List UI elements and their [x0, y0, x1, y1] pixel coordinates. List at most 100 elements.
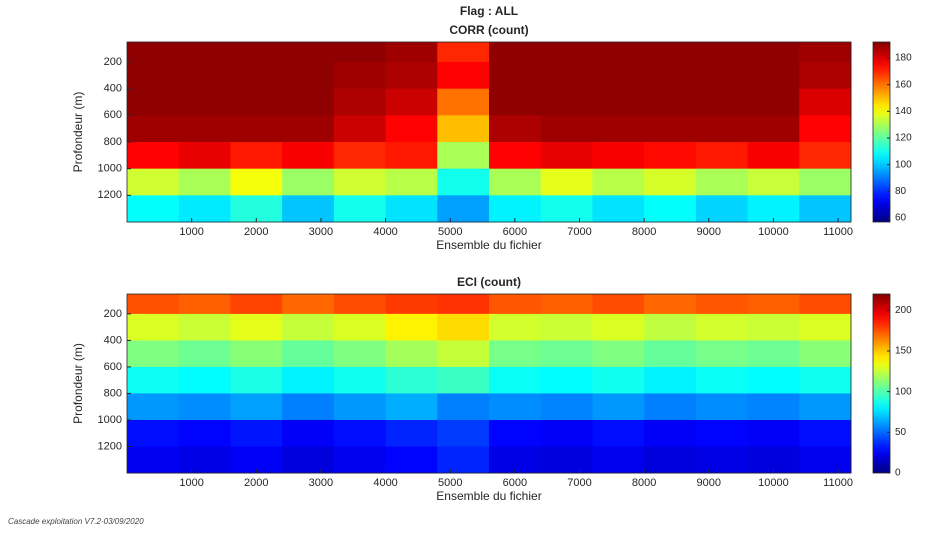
heat-cell [644, 313, 697, 341]
x-tick-label: 9000 [697, 477, 721, 489]
heat-cell [592, 168, 645, 196]
y-tick-label: 1200 [98, 189, 122, 201]
heat-cell [540, 195, 593, 223]
heat-cell [127, 294, 180, 315]
heat-cell [489, 42, 542, 63]
x-tick-label: 2000 [244, 226, 268, 238]
heat-cell [230, 88, 283, 116]
x-tick-label: 11000 [823, 226, 853, 238]
heat-cell [127, 313, 180, 341]
heat-cell [230, 340, 283, 368]
heat-cell [333, 446, 387, 474]
heat-cell [282, 366, 335, 394]
heat-cell [540, 88, 593, 116]
heat-cell [230, 195, 283, 223]
heat-cell [282, 294, 335, 315]
x-tick-label: 2000 [244, 477, 268, 489]
colorbar-tick-label: 80 [895, 186, 907, 197]
heat-cell [747, 446, 800, 474]
heat-cell [385, 294, 438, 315]
heat-cell [747, 62, 800, 90]
x-tick-label: 1000 [179, 477, 203, 489]
y-tick-label: 800 [104, 387, 122, 399]
y-tick-label: 400 [104, 83, 122, 95]
y-tick-label: 200 [104, 308, 122, 320]
heat-cell [178, 340, 231, 368]
heat-cell [799, 142, 852, 170]
heat-cell [592, 294, 645, 315]
heat-cell [489, 313, 542, 341]
colorbar-tick-label: 60 [895, 213, 907, 224]
heat-cell [799, 115, 852, 143]
heat-cell [747, 42, 800, 63]
heat-cell [644, 446, 697, 474]
heat-cell [747, 88, 800, 116]
y-tick-label: 1000 [98, 414, 122, 426]
heat-cell [282, 62, 335, 90]
heat-cell [437, 168, 490, 196]
heat-cell [178, 115, 231, 143]
heat-cell [489, 340, 542, 368]
colorbar-tick-label: 120 [895, 133, 912, 144]
heat-cell [230, 366, 283, 394]
heat-cell [592, 393, 645, 421]
x-tick-label: 8000 [632, 226, 656, 238]
y-tick-label: 1200 [98, 440, 122, 452]
heat-cell [127, 62, 180, 90]
heat-cell [333, 313, 387, 341]
heat-cell [178, 393, 231, 421]
heat-cell [799, 88, 852, 116]
x-tick-label: 5000 [438, 226, 462, 238]
heat-cell [230, 115, 283, 143]
heat-cell [489, 168, 542, 196]
heat-cell [178, 419, 231, 447]
heat-cell [489, 446, 542, 474]
heat-cell [437, 88, 490, 116]
x-axis-label: Ensemble du fichier [436, 489, 541, 503]
heat-cell [282, 168, 335, 196]
heat-cell [127, 88, 180, 116]
heat-cell [747, 294, 800, 315]
x-tick-label: 10000 [758, 477, 789, 489]
heat-cell [282, 42, 335, 63]
heat-cell [437, 294, 490, 315]
heat-cell [799, 393, 852, 421]
panel-title: CORR (count) [449, 23, 528, 37]
heat-cell [592, 446, 645, 474]
heat-cell [695, 142, 749, 170]
heat-cell [592, 195, 645, 223]
heat-cell [385, 419, 438, 447]
x-tick-label: 6000 [503, 226, 527, 238]
heat-cell [799, 195, 852, 223]
heat-cell [333, 393, 387, 421]
heat-cell [799, 419, 852, 447]
heat-cell [437, 393, 490, 421]
heat-cell [799, 168, 852, 196]
heat-cell [540, 62, 593, 90]
heat-cell [385, 142, 438, 170]
heat-cell [282, 393, 335, 421]
heat-cell [644, 115, 697, 143]
heat-cell [127, 340, 180, 368]
colorbar-tick-label: 50 [895, 427, 907, 438]
heat-cell [230, 313, 283, 341]
heat-cell [282, 419, 335, 447]
heat-cell [644, 366, 697, 394]
heat-cell [592, 62, 645, 90]
heat-cell [437, 366, 490, 394]
heat-cell [333, 294, 387, 315]
heat-cell [230, 294, 283, 315]
x-axis-label: Ensemble du fichier [436, 238, 541, 252]
y-tick-label: 200 [104, 56, 122, 68]
heat-cell [385, 195, 438, 223]
heat-cell [799, 366, 852, 394]
heat-cell [644, 195, 697, 223]
heat-cell [282, 446, 335, 474]
heat-cell [695, 88, 749, 116]
y-tick-label: 400 [104, 334, 122, 346]
heat-cell [385, 340, 438, 368]
heat-cell [695, 340, 749, 368]
heat-cell [385, 366, 438, 394]
x-tick-label: 5000 [438, 477, 462, 489]
x-tick-label: 3000 [309, 226, 333, 238]
